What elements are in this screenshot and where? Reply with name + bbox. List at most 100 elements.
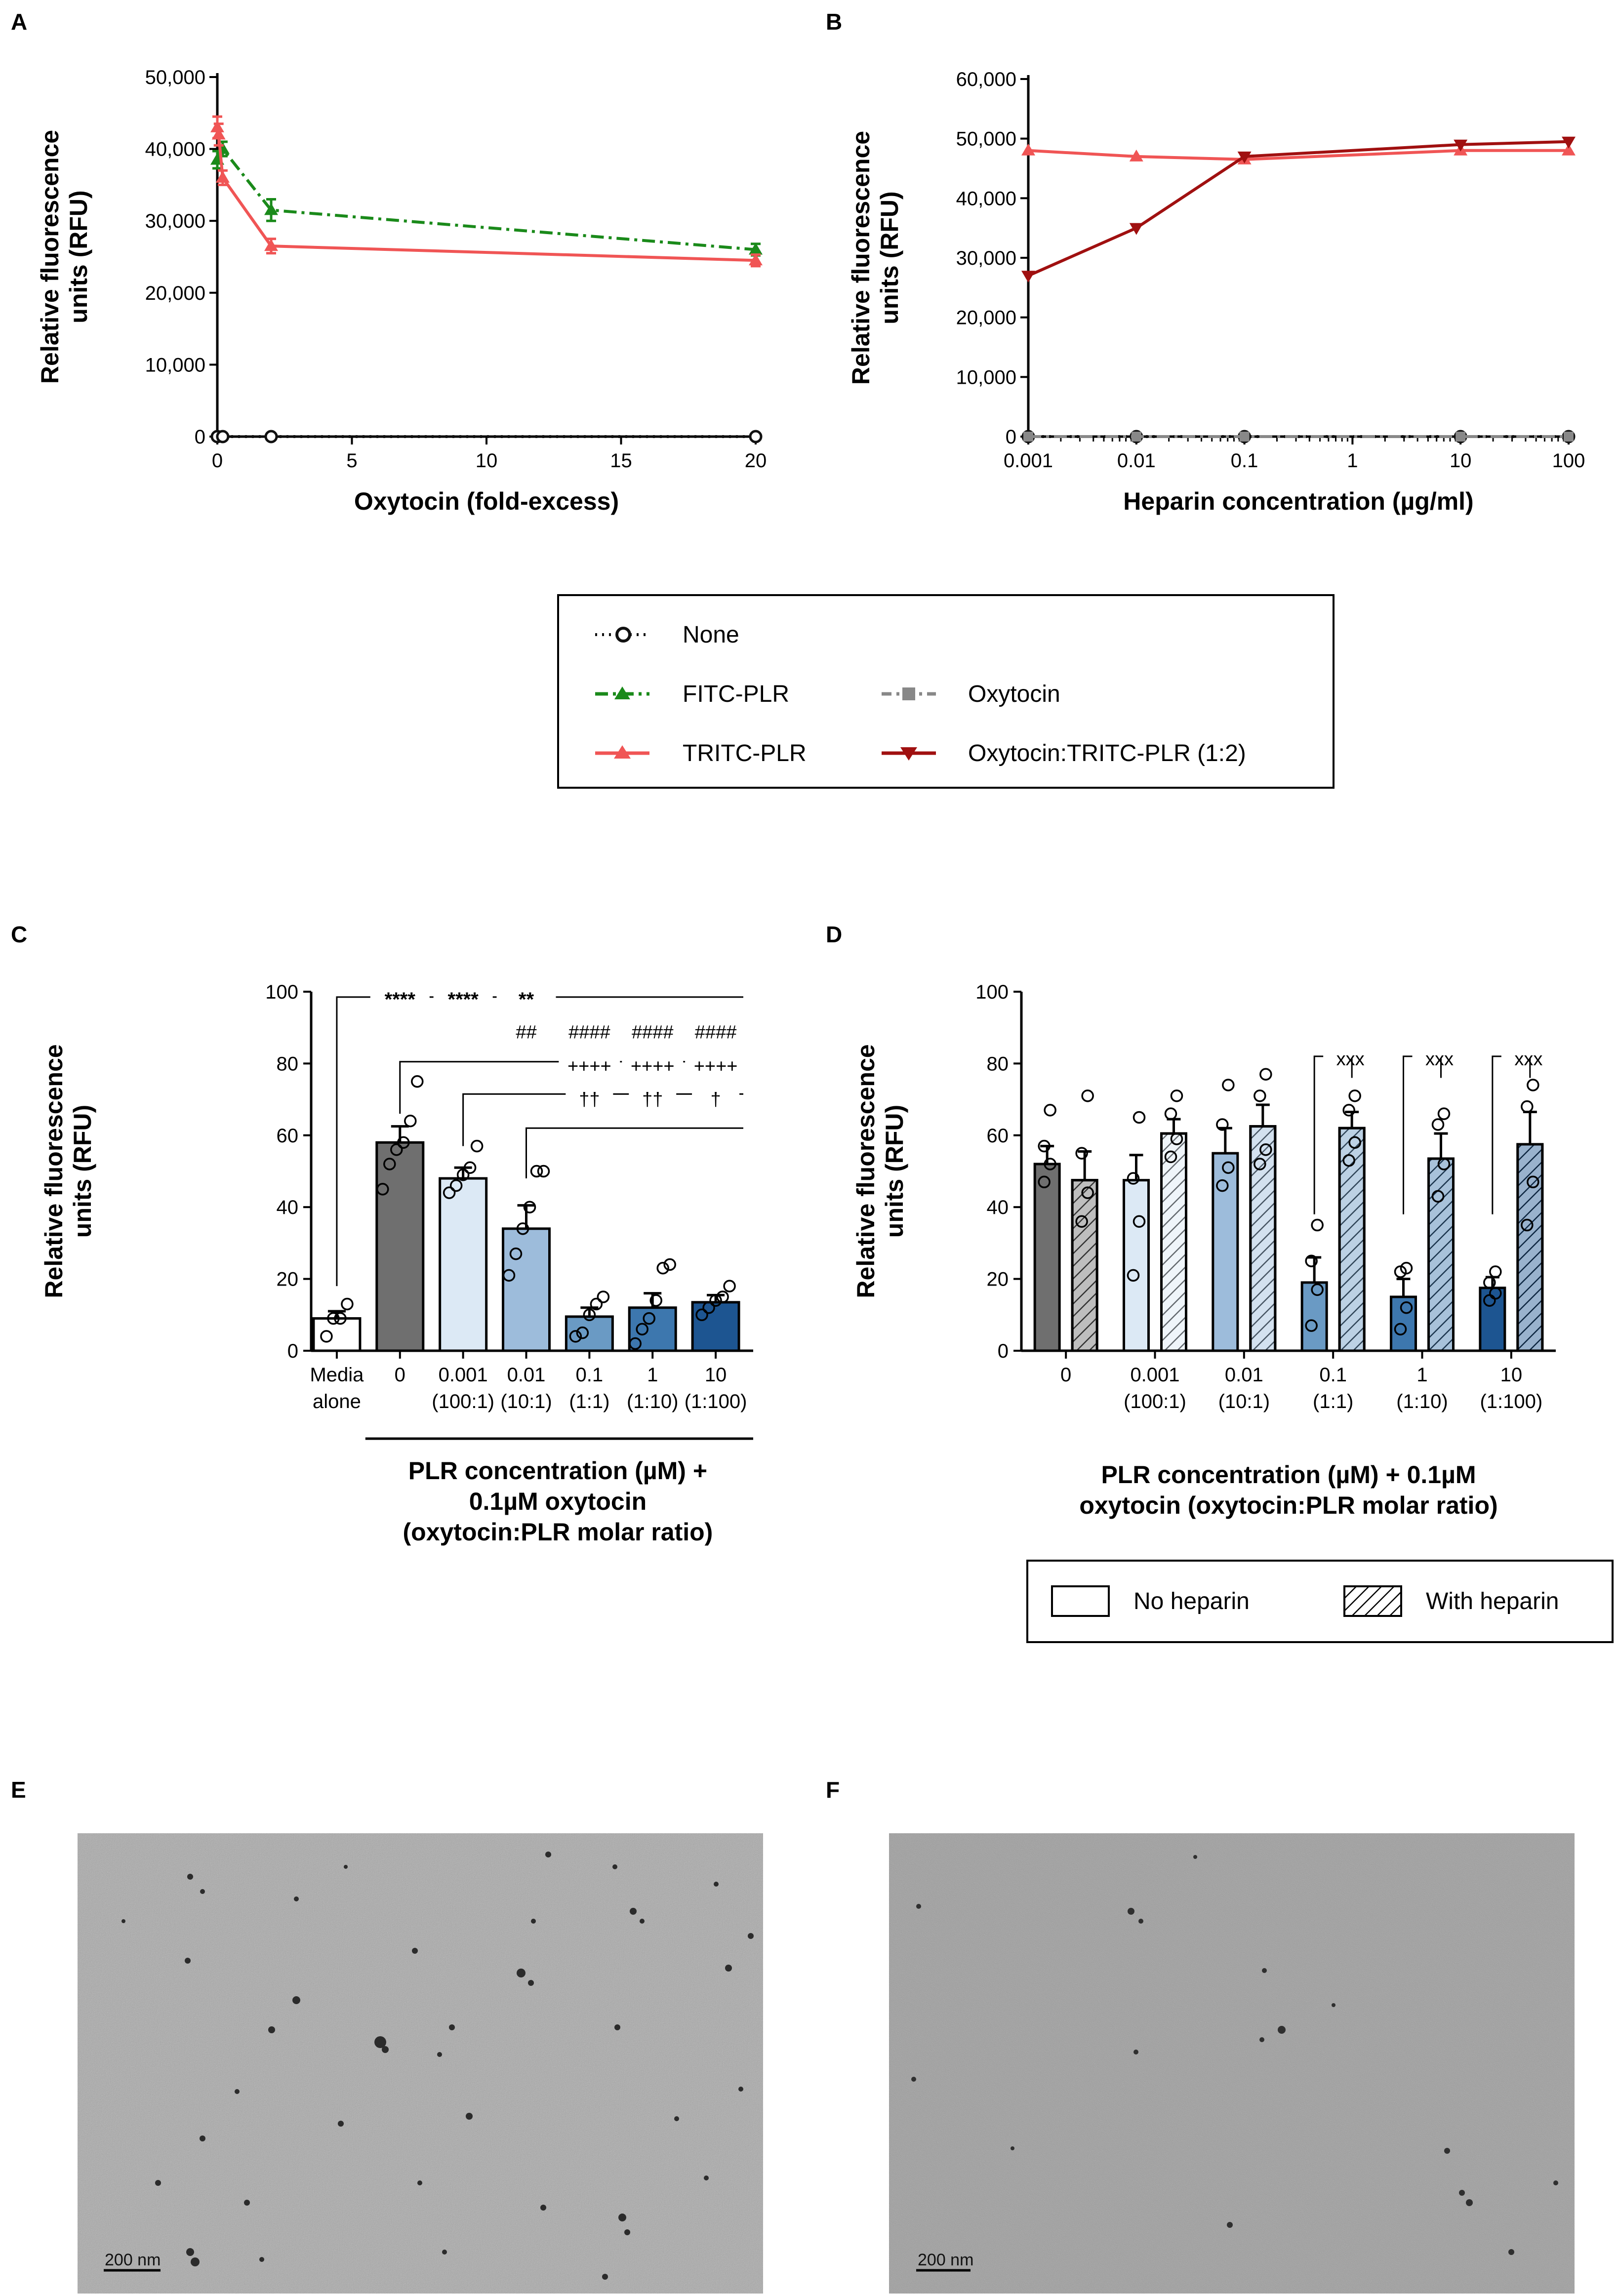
x-tick-label: 15 [610,450,632,472]
y-tick-label: 40,000 [956,188,1016,209]
data-point [383,1158,396,1170]
hash-bg [559,1018,620,1043]
chart-b: 0 10,000 20,000 30,000 40,000 50,000 60,000 0.0… [847,69,1585,515]
data-point [1311,1283,1324,1296]
data-point [390,1143,403,1156]
plus-bg [559,1054,620,1078]
data-point [456,1168,470,1181]
x-tick-label: 0.001 [439,1364,488,1386]
legend-top: None FITC-PLR Oxytocin TRITC-PLR Oxytoci… [557,594,1335,789]
data-point [1437,1107,1451,1120]
data-point [1129,223,1143,235]
y-tick-label: 50,000 [956,128,1016,150]
data-point [502,1269,516,1282]
y-tick-label: 0 [195,426,205,448]
data-point [1527,1079,1539,1091]
xxx-label: xxx [1425,1049,1454,1070]
panel-letter-c: C [11,922,27,947]
x-axis-title-line: (oxytocin:PLR molar ratio) [403,1518,713,1546]
plus-bg [685,1054,747,1078]
y-tick-label: 0 [1006,426,1016,448]
plus-bg [622,1054,684,1078]
legend-label-none: None [683,622,739,648]
y-tick-label: 80 [277,1053,299,1075]
data-point [1437,1158,1451,1170]
data-point [590,1297,603,1311]
data-point [1131,432,1141,442]
data-point [1216,1118,1229,1131]
micrograph-f: 200 nm [889,1833,1575,2294]
chart-a: 0 10,000 20,000 30,000 40,000 50,000 0 5 10 15 20 O… [36,67,767,515]
x-tick-label-ratio: (1:1) [1313,1391,1353,1412]
data-point [210,120,224,132]
bar [439,1177,488,1352]
hash-bg [685,1018,747,1043]
data-point [1237,151,1252,163]
data-point [1400,1262,1413,1275]
y-axis-title-line2: units (RFU) [876,191,903,324]
x-tick-label: 0 [1060,1364,1071,1386]
data-point [749,430,763,443]
data-point [1400,1301,1413,1314]
data-point [264,203,278,215]
data-point [1259,1068,1272,1081]
x-tick-label-ratio: (1:100) [1480,1391,1542,1412]
xxx-label: xxx [1514,1049,1542,1070]
stars-label: ** [519,989,534,1010]
xxx-bg [1323,1038,1378,1058]
hash-label: #### [695,1022,737,1043]
data-point [1164,1150,1177,1164]
legend-marker-none [615,627,631,643]
data-point [1483,1276,1496,1289]
y-axis-title-line1: Relative fluorescence [852,1044,880,1298]
data-point [1038,1139,1051,1153]
series-line-3 [1027,140,1569,277]
data-point [1129,149,1143,161]
x-tick-label: 0.001 [1130,1364,1179,1386]
stars-label: **** [385,989,416,1010]
bar-no-heparin [1123,1179,1150,1352]
star-bg [496,982,556,1007]
data-point [709,1294,722,1307]
dagger-bg [629,1088,677,1111]
y-tick-label: 0 [287,1340,298,1362]
data-point [264,239,278,251]
data-point [583,1308,596,1322]
x-tick-label: 0.01 [1225,1364,1263,1386]
hash-label: #### [568,1022,610,1043]
data-point [334,1312,347,1325]
data-point [1431,1118,1445,1131]
x-tick-label: 20 [745,450,767,472]
data-point [695,1308,708,1322]
series-line-2 [216,127,756,262]
y-tick-label: 50,000 [145,67,205,88]
dagger-label: †† [642,1089,663,1110]
y-tick-label: 20,000 [145,282,205,304]
hash-label: #### [632,1022,674,1043]
y-tick-label: 40 [277,1197,299,1218]
data-point [576,1326,589,1339]
micrograph-e: 200 nm [78,1833,763,2294]
bar [502,1227,551,1352]
star-bg [370,982,430,1007]
y-tick-label: 60 [987,1125,1009,1147]
data-point [404,1114,417,1128]
x-axis-title: Heparin concentration (µg/ml) [1123,487,1473,515]
x-tick-label: 0.1 [576,1364,604,1386]
star-bg [433,982,493,1007]
panel-letter-b: B [826,9,842,35]
bar-hatch-with-heparin [1071,1179,1098,1352]
data-point [1023,432,1033,442]
data-point [1305,1319,1318,1332]
y-axis-title-line1: Relative fluorescence [847,131,875,385]
x-tick-label-ratio: (1:10) [1396,1391,1448,1412]
data-point [1348,1089,1361,1102]
data-point [1075,1215,1088,1228]
data-point [1133,1111,1146,1124]
y-tick-label: 40 [987,1197,1009,1218]
data-point [1521,1100,1534,1113]
data-point [1075,1147,1088,1160]
